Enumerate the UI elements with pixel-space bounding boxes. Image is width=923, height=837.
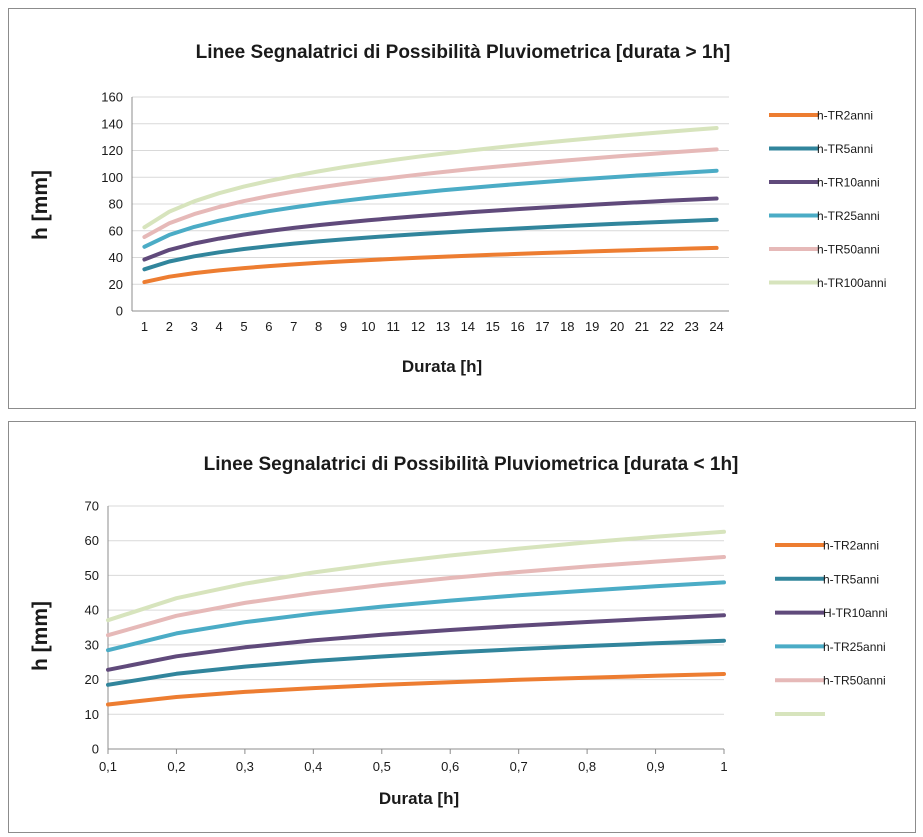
series-line-3 [142,196,719,262]
x-tick-label: 4 [215,319,222,334]
x-tick-label: 0,4 [304,759,322,774]
x-tick-label: 9 [340,319,347,334]
x-tick-label: 0,2 [167,759,185,774]
legend-label: h-TR50anni [823,674,886,688]
x-tick-label: 0,3 [236,759,254,774]
x-tick-label: 12 [411,319,425,334]
legend-label: h-TR25anni [817,209,880,223]
y-axis-title: h [mm] [29,170,52,240]
x-tick-label: 3 [191,319,198,334]
y-tick-label: 20 [109,277,123,292]
x-tick-label: 2 [166,319,173,334]
legend-label: h-TR5anni [817,142,873,156]
x-tick-label: 8 [315,319,322,334]
x-tick-label: 13 [436,319,450,334]
x-tick-label: 0,1 [99,759,117,774]
y-tick-label: 10 [85,707,99,722]
legend-label: h-TR50anni [817,243,880,257]
legend-label: h-TR2anni [823,539,879,553]
x-tick-label: 1 [720,759,727,774]
x-tick-label: 16 [510,319,524,334]
y-tick-label: 40 [85,603,99,618]
x-tick-label: 24 [709,319,723,334]
x-tick-label: 0,7 [510,759,528,774]
x-tick-label: 0,6 [441,759,459,774]
y-tick-label: 100 [101,170,123,185]
y-tick-label: 60 [109,223,123,238]
x-tick-label: 5 [240,319,247,334]
y-tick-label: 140 [101,116,123,131]
series-line-6 [106,529,726,623]
series-line-2 [142,217,719,272]
legend-label: h-TR2anni [817,109,873,123]
x-tick-label: 20 [610,319,624,334]
chart-panel-short-duration: Linee Segnalatrici di Possibilità Pluvio… [8,421,916,833]
x-tick-label: 0,9 [647,759,665,774]
series-line-2 [106,638,726,687]
chart-title: Linee Segnalatrici di Possibilità Pluvio… [196,42,731,63]
chart-long-duration: Linee Segnalatrici di Possibilità Pluvio… [29,42,886,376]
chart-panel-long-duration: Linee Segnalatrici di Possibilità Pluvio… [8,8,916,409]
x-tick-label: 10 [361,319,375,334]
x-tick-label: 19 [585,319,599,334]
y-tick-label: 0 [116,304,123,319]
x-tick-label: 21 [635,319,649,334]
legend-label: H-TR10anni [823,606,888,620]
series-line-5 [106,555,726,638]
x-tick-label: 23 [684,319,698,334]
legend-label: h-TR5anni [823,572,879,586]
series-line-3 [106,613,726,672]
series-line-4 [106,580,726,653]
x-tick-label: 6 [265,319,272,334]
x-tick-label: 14 [461,319,475,334]
x-tick-label: 7 [290,319,297,334]
y-tick-label: 160 [101,90,123,105]
series-line-6 [142,126,719,230]
y-tick-label: 70 [85,499,99,514]
x-tick-label: 18 [560,319,574,334]
x-tick-label: 22 [660,319,674,334]
x-tick-label: 1 [141,319,148,334]
y-tick-label: 40 [109,250,123,265]
legend-label: h-TR100anni [817,276,886,290]
y-tick-label: 50 [85,568,99,583]
series-line-4 [142,168,719,249]
legend-label: h-TR10anni [817,176,880,190]
x-tick-label: 11 [386,319,400,334]
y-tick-label: 30 [85,637,99,652]
series-line-1 [142,245,719,285]
series-line-5 [142,147,719,239]
chart-title: Linee Segnalatrici di Possibilità Pluvio… [204,454,739,475]
x-tick-label: 0,5 [373,759,391,774]
y-axis-title: h [mm] [29,601,52,671]
x-axis-title: Durata [h] [402,357,482,376]
chart-short-duration: Linee Segnalatrici di Possibilità Pluvio… [29,454,888,808]
y-tick-label: 0 [92,742,99,757]
series-line-1 [106,672,726,707]
x-axis-title: Durata [h] [379,789,459,808]
legend-label: h-TR25anni [823,640,886,654]
x-tick-label: 15 [485,319,499,334]
x-tick-label: 0,8 [578,759,596,774]
y-tick-label: 80 [109,197,123,212]
x-tick-label: 17 [535,319,549,334]
y-tick-label: 120 [101,143,123,158]
y-tick-label: 20 [85,672,99,687]
y-tick-label: 60 [85,533,99,548]
